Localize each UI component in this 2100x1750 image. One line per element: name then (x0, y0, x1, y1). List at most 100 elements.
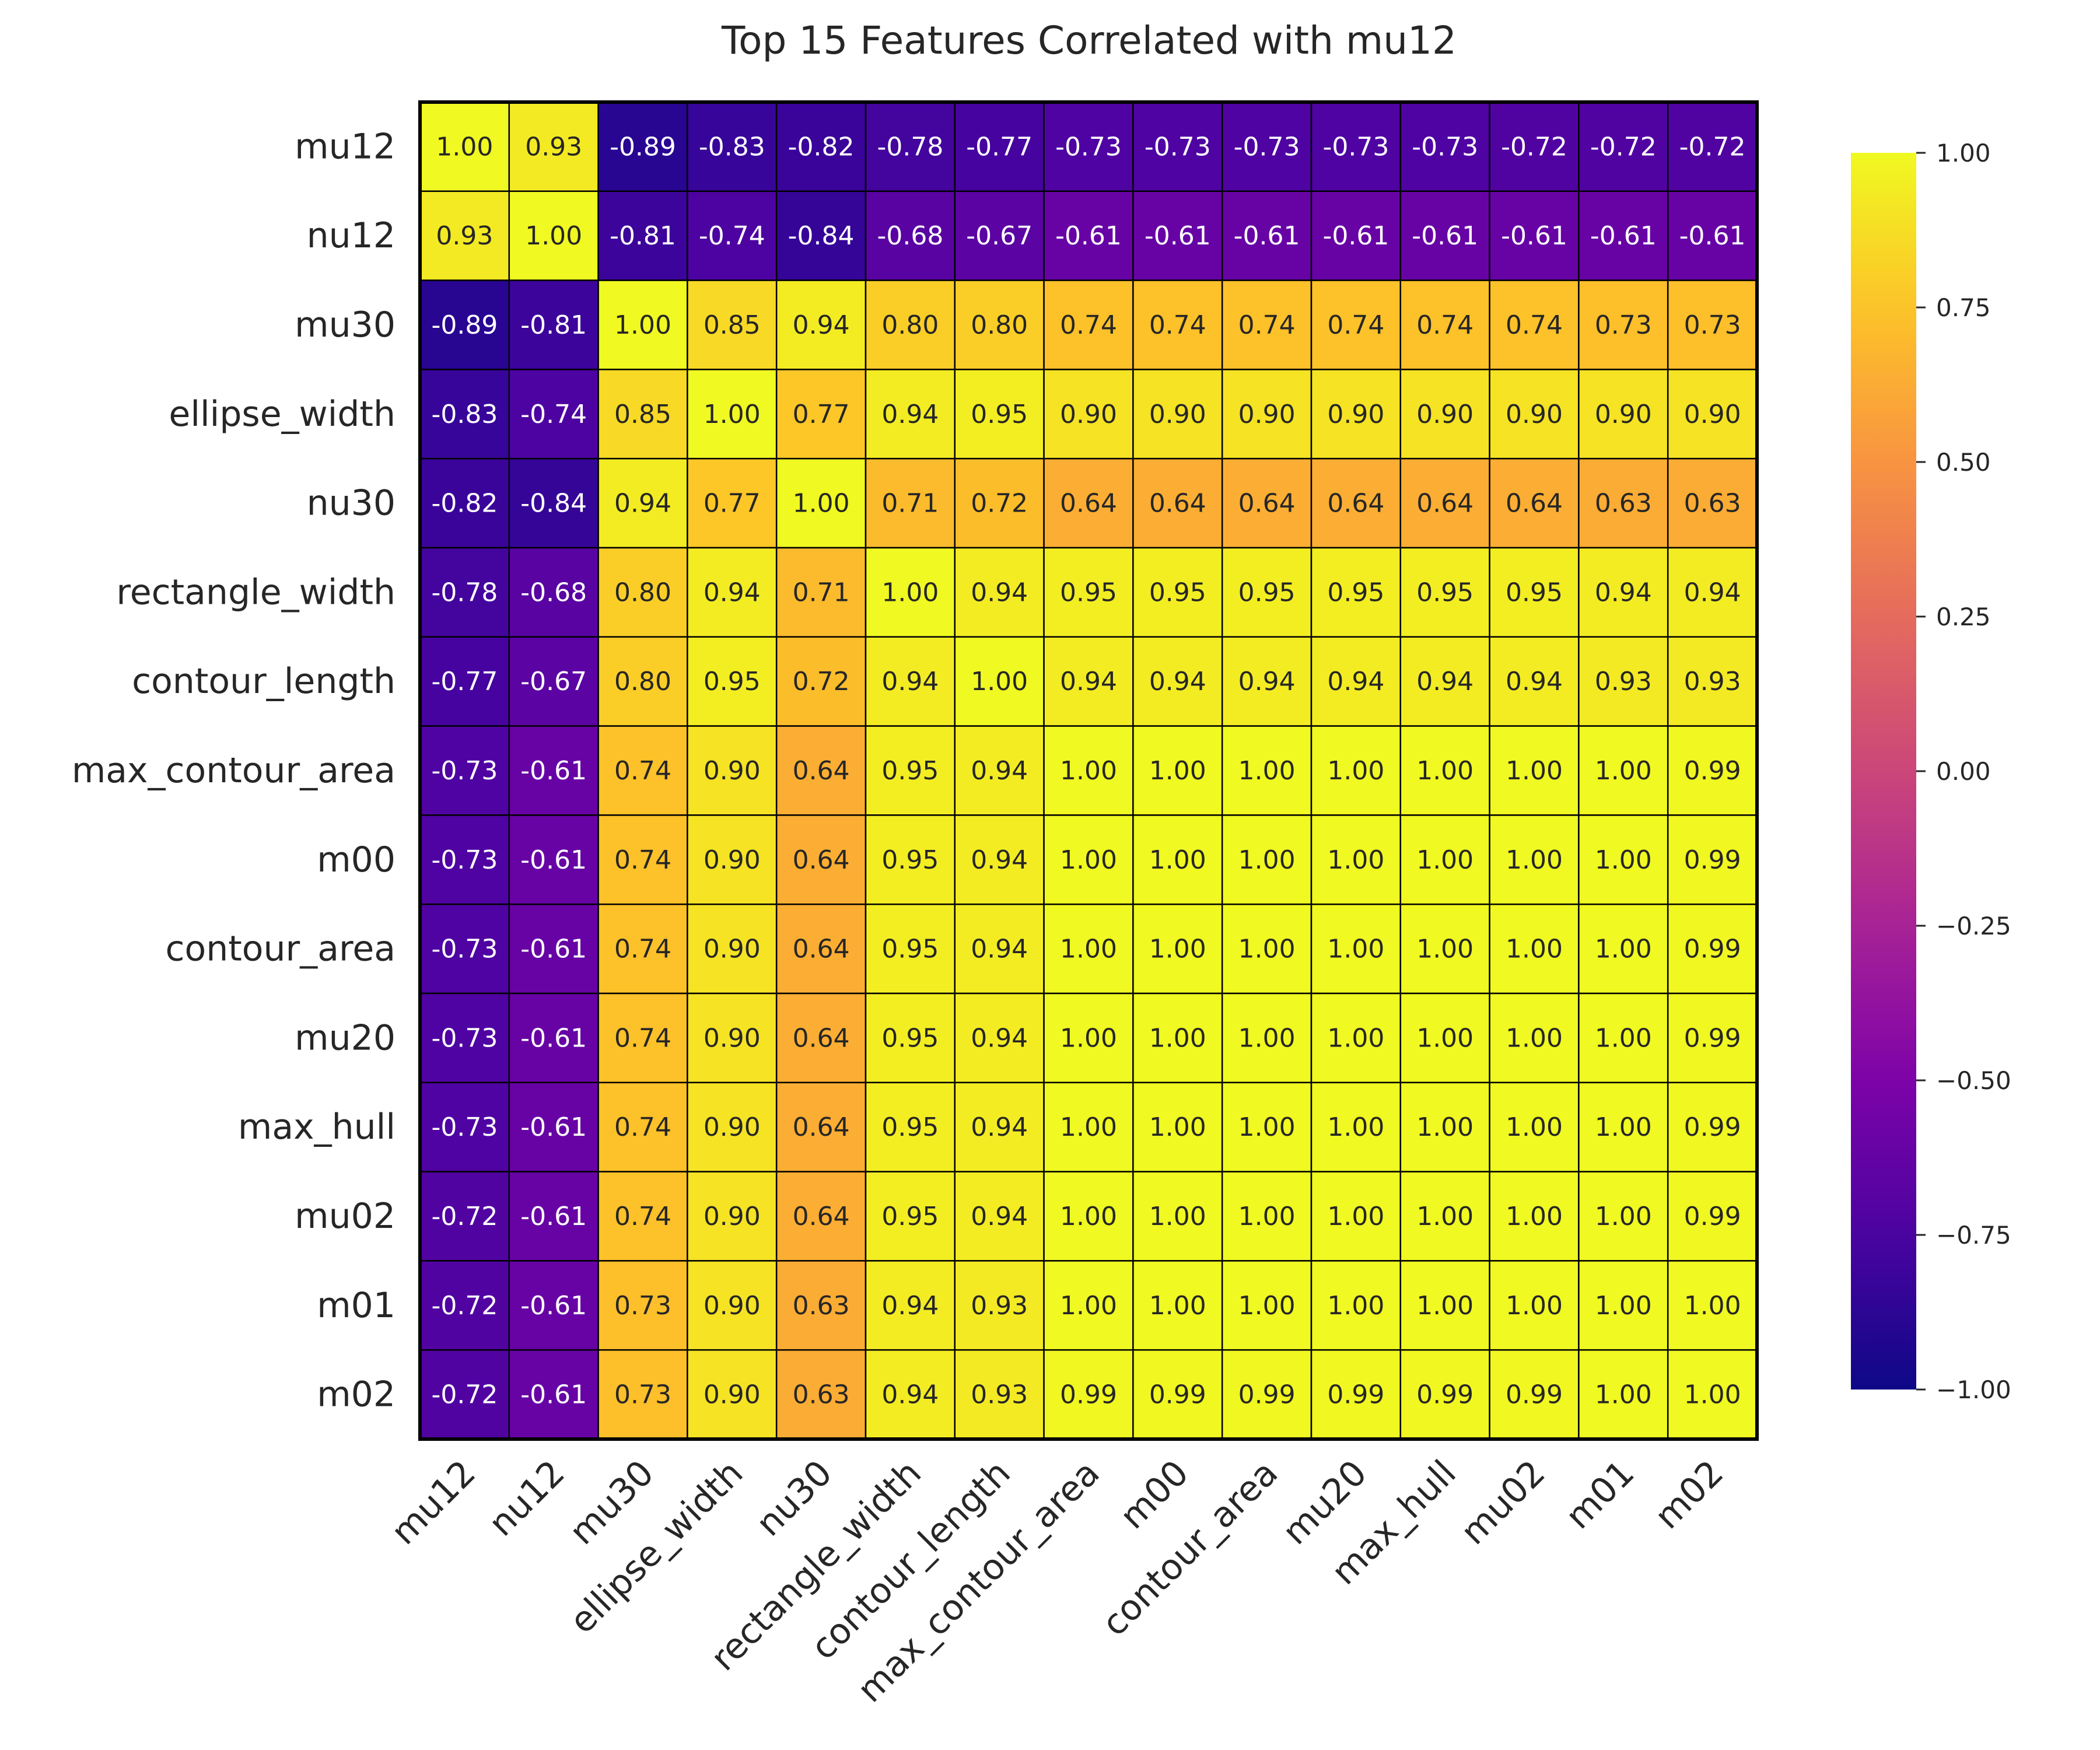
heatmap-cell (1221, 1082, 1312, 1172)
cell-value-label: 1.00 (1238, 1291, 1296, 1321)
cell-value-label: 1.00 (1238, 1202, 1296, 1231)
heatmap-cell (597, 814, 688, 905)
heatmap-cell (1578, 1260, 1669, 1351)
heatmap-cell (508, 1082, 599, 1172)
cell-value-label: 0.99 (1327, 1380, 1384, 1410)
y-tick-labels: mu12 nu12 mu30 ellipse_width nu30 rectangle_w… (72, 126, 396, 1415)
heatmap-cell (1043, 725, 1134, 816)
cell-value-label: 0.95 (1238, 578, 1296, 607)
heatmap-cell (1578, 101, 1669, 192)
heatmap-cells (419, 101, 1758, 1440)
cell-value-label: 1.00 (1149, 756, 1206, 786)
cell-value-label: 0.95 (1327, 578, 1384, 607)
cell-value-label: 0.90 (704, 1023, 761, 1053)
cell-value-label: -0.83 (431, 400, 498, 429)
heatmap-cell-labels: 1.00 0.93 -0.89 -0.83 -0.82 -0.78 -0.77 -0.73 -0… (431, 132, 1745, 1409)
heatmap-cell (597, 101, 688, 192)
cell-value-label: 0.99 (1060, 1380, 1117, 1410)
heatmap-cell (597, 1171, 688, 1262)
cell-value-label: 1.00 (1238, 756, 1296, 786)
cell-value-label: 0.99 (1684, 1023, 1741, 1053)
cell-value-label: 1.00 (1684, 1380, 1741, 1410)
cell-value-label: 0.99 (1238, 1380, 1296, 1410)
heatmap-cell (1043, 903, 1134, 995)
cell-value-label: 0.95 (1060, 578, 1117, 607)
cell-value-label: 1.00 (1595, 845, 1652, 875)
cell-value-label: 0.80 (971, 310, 1028, 340)
cell-value-label: 1.00 (1060, 1023, 1117, 1053)
heatmap-cell (1399, 1171, 1490, 1262)
cell-value-label: -0.61 (1234, 221, 1300, 251)
cell-value-label: 0.94 (971, 1112, 1028, 1142)
cell-value-label: 0.73 (1684, 310, 1741, 340)
cell-value-label: 1.00 (1506, 756, 1563, 786)
cell-value-label: -0.74 (520, 400, 587, 429)
cell-value-label: 0.71 (881, 489, 939, 519)
cell-value-label: 0.94 (971, 578, 1028, 607)
heatmap-cell (508, 903, 599, 995)
cell-value-label: 0.95 (1149, 578, 1206, 607)
cell-value-label: -0.81 (610, 221, 676, 251)
cell-value-label: 1.00 (1416, 756, 1474, 786)
heatmap-cell (1489, 903, 1580, 995)
cell-value-label: 0.94 (971, 1202, 1028, 1231)
heatmap-cell (864, 369, 956, 460)
y-tick-label: max_contour_area (72, 750, 396, 791)
cell-value-label: 0.94 (971, 1023, 1028, 1053)
cell-value-label: 0.74 (1060, 310, 1117, 340)
cell-value-label: -0.61 (1501, 221, 1567, 251)
cell-value-label: -0.82 (788, 132, 855, 162)
cell-value-label: 0.74 (1416, 310, 1474, 340)
heatmap-cell (1043, 101, 1134, 192)
heatmap-cell (1310, 992, 1402, 1084)
heatmap-cell (864, 1171, 956, 1262)
chart-title: Top 15 Features Correlated with mu12 (721, 18, 1457, 63)
y-tick-label: mu12 (295, 126, 396, 167)
cell-value-label: 0.95 (881, 1202, 939, 1231)
cell-value-label: 0.90 (1327, 400, 1384, 429)
heatmap-cell (508, 725, 599, 816)
heatmap-cell (864, 636, 956, 727)
heatmap-cell (508, 636, 599, 727)
heatmap-cell (1221, 992, 1312, 1084)
cell-value-label: 0.99 (1684, 845, 1741, 875)
heatmap-cell (1132, 457, 1223, 549)
y-tick-label: rectangle_width (116, 572, 396, 612)
cell-value-label: 1.00 (1060, 1202, 1117, 1231)
cell-value-label: 1.00 (1506, 935, 1563, 964)
cell-value-label: -0.73 (1412, 132, 1478, 162)
heatmap-cell (1043, 636, 1134, 727)
cell-value-label: 0.99 (1506, 1380, 1563, 1410)
heatmap-cell (687, 369, 778, 460)
heatmap-cell (419, 279, 510, 370)
heatmap-cell (954, 547, 1045, 638)
cell-value-label: 1.00 (1595, 1112, 1652, 1142)
heatmap-cell (1310, 369, 1402, 460)
heatmap-cell (1578, 725, 1669, 816)
heatmap-cell (1578, 1082, 1669, 1172)
cell-value-label: -0.61 (1412, 221, 1478, 251)
cell-value-label: 0.93 (436, 221, 493, 251)
heatmap-cell (1399, 547, 1490, 638)
y-tick-label: ellipse_width (169, 394, 396, 435)
heatmap-cell (1310, 190, 1402, 281)
colorbar-tick-label: 1.00 (1936, 139, 1991, 167)
cell-value-label: 1.00 (614, 310, 671, 340)
heatmap-cell (1310, 725, 1402, 816)
cell-value-label: 1.00 (881, 578, 939, 607)
heatmap-cell (1667, 547, 1758, 638)
heatmap-cell (1667, 101, 1758, 192)
cell-value-label: 0.74 (1506, 310, 1563, 340)
cell-value-label: 0.95 (881, 756, 939, 786)
cell-value-label: 1.00 (1595, 756, 1652, 786)
cell-value-label: -0.73 (1055, 132, 1122, 162)
heatmap-cell (687, 725, 778, 816)
cell-value-label: 1.00 (1149, 1202, 1206, 1231)
heatmap-cell (508, 190, 599, 281)
cell-value-label: 0.73 (614, 1380, 671, 1410)
cell-value-label: 0.94 (881, 1291, 939, 1321)
heatmap-cell (1221, 369, 1312, 460)
heatmap-cell (1489, 1349, 1580, 1440)
heatmap-cell (775, 279, 867, 370)
cell-value-label: 1.00 (1149, 845, 1206, 875)
